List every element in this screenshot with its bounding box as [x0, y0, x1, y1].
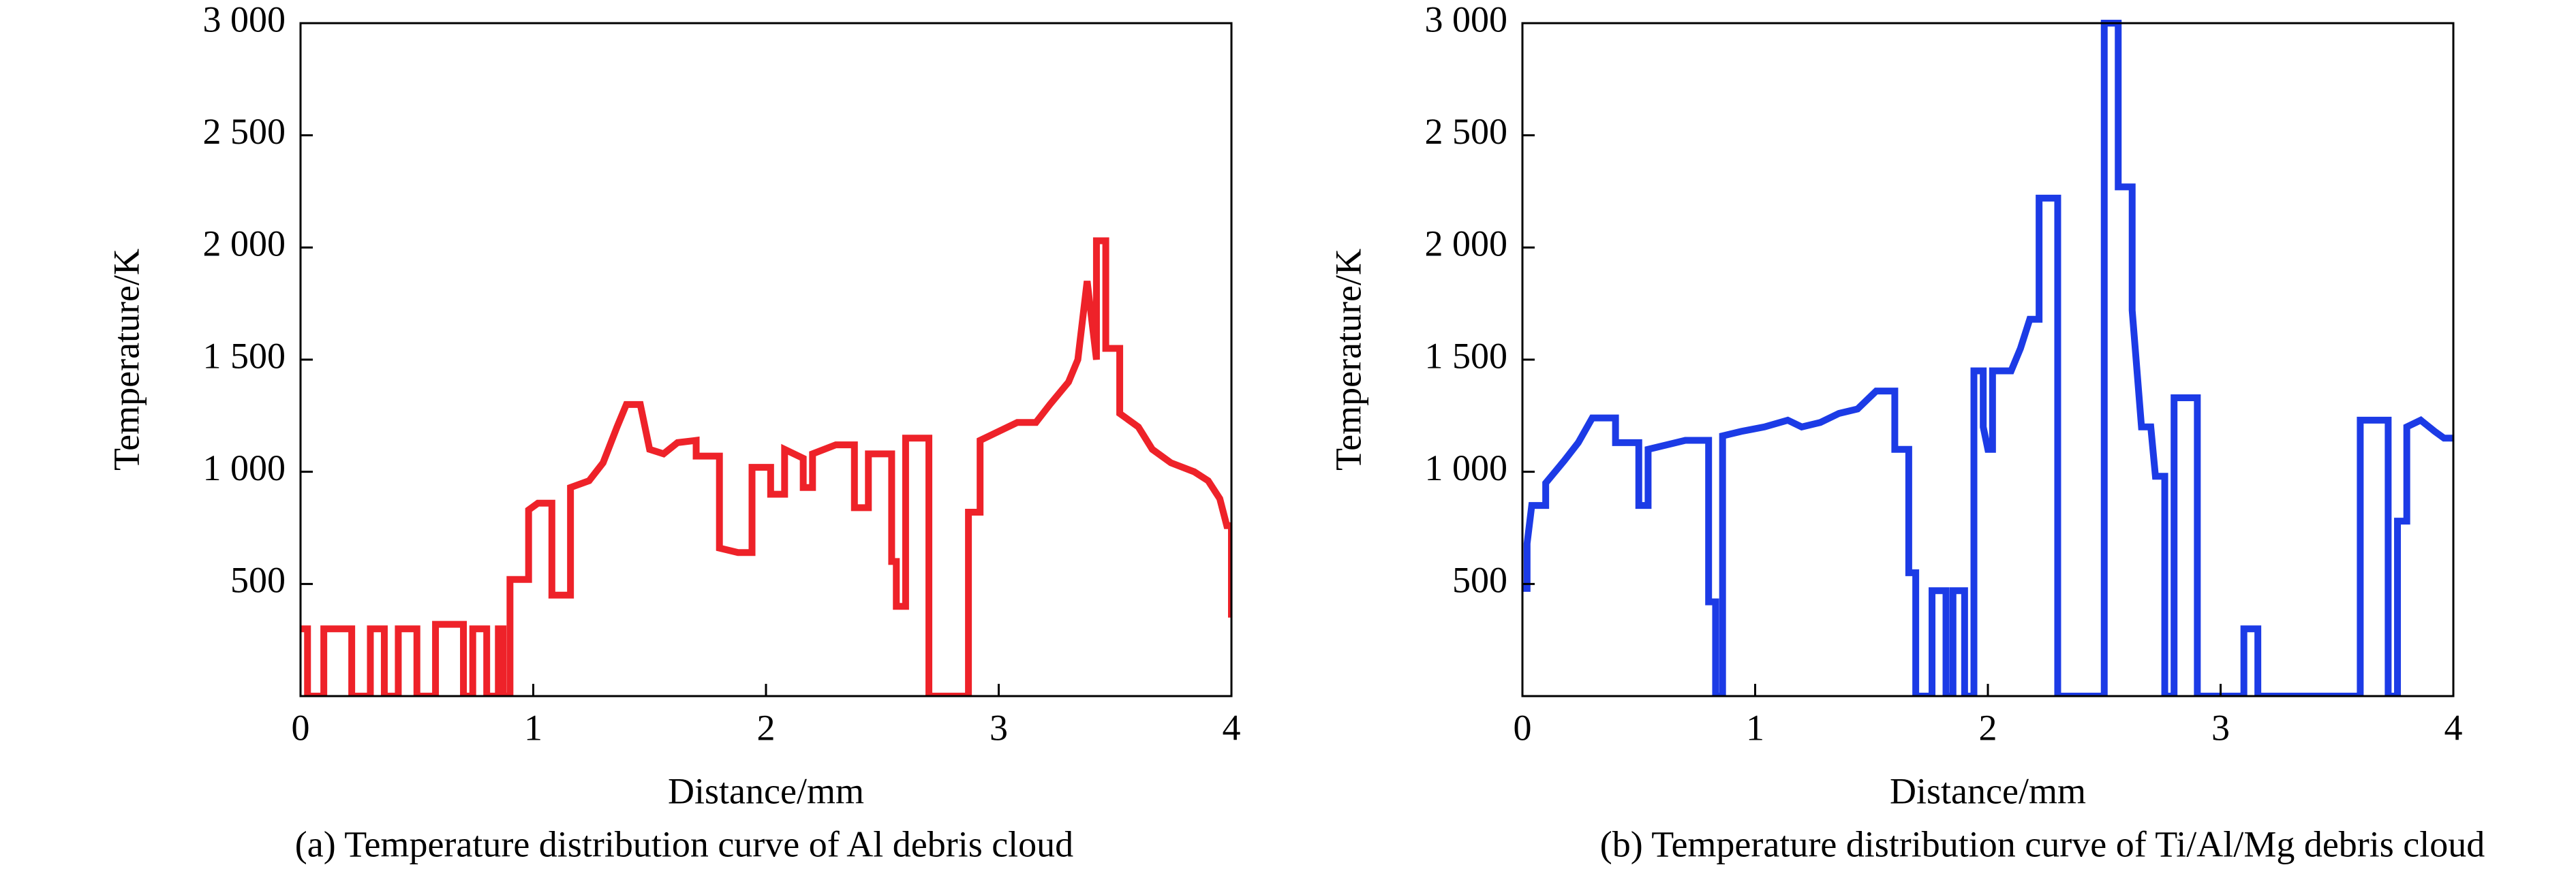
- y-tick-label: 1 000: [203, 447, 286, 488]
- y-tick-label: 500: [230, 560, 286, 601]
- chart: 500 1 000 1 500 2 000 2 500 3 000 0 1 2 3 4 Distanc…: [106, 0, 1240, 864]
- x-tick-label: 0: [1514, 707, 1532, 748]
- x-tick-label: 4: [1223, 707, 1241, 748]
- x-tick-label: 2: [1979, 707, 1997, 748]
- plot-frame: [1521, 22, 2455, 697]
- x-tick-label: 1: [524, 707, 542, 748]
- y-tick-label: 1 500: [203, 335, 286, 376]
- y-axis-title: Temperature/K: [1328, 249, 1368, 471]
- y-tick-label: 2 000: [203, 223, 286, 264]
- temperature-line: [1522, 20, 2453, 696]
- x-tick-label: 3: [990, 707, 1008, 748]
- y-tick-label: 2 500: [203, 111, 286, 152]
- x-tick-label: 1: [1746, 707, 1764, 748]
- x-tick-label: 2: [757, 707, 776, 748]
- x-tick-label: 4: [2444, 707, 2463, 748]
- y-tick-label: 1 500: [1425, 335, 1508, 376]
- plot-frame: [299, 22, 1233, 697]
- x-tick-label: 0: [292, 707, 310, 748]
- y-tick-label: 3 000: [203, 0, 286, 40]
- x-axis-title: Distance/mm: [1890, 770, 2086, 811]
- y-tick-label: 1 000: [1425, 447, 1508, 488]
- y-tick-label: 3 000: [1425, 0, 1508, 40]
- y-tick-label: 2 000: [1425, 223, 1508, 264]
- y-tick-label: 2 500: [1425, 111, 1508, 152]
- temperature-line: [301, 237, 1231, 696]
- x-tick-label: 3: [2211, 707, 2230, 748]
- caption: (a) Temperature distribution curve of Al…: [295, 823, 1073, 864]
- y-tick-label: 500: [1452, 560, 1507, 601]
- y-axis-title: Temperature/K: [106, 249, 147, 471]
- x-axis-title: Distance/mm: [668, 770, 864, 811]
- chart: 500 1 000 1 500 2 000 2 500 3 000 0 1 2 3 4 Distanc…: [1328, 0, 2485, 864]
- caption: (b) Temperature distribution curve of Ti…: [1600, 823, 2485, 864]
